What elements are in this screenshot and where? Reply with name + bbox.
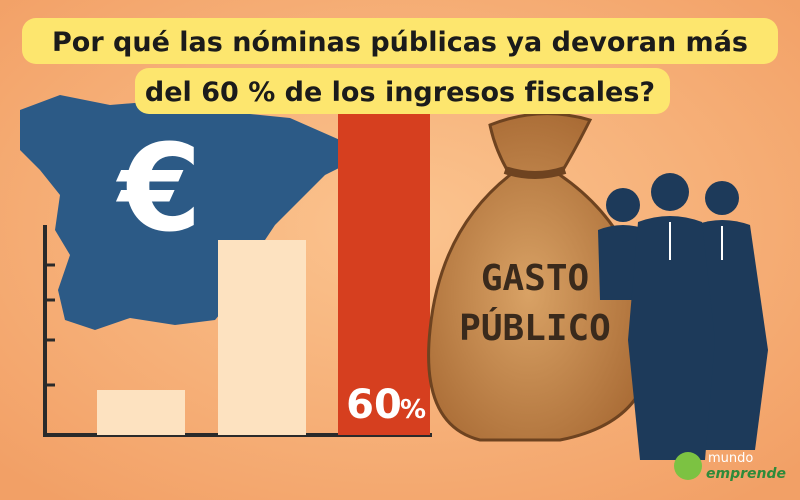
badge-number: 60 [346,382,402,428]
bag-text: PÚBLICO [459,307,611,349]
euro-symbol: € [115,120,202,259]
badge-unit: % [400,395,426,425]
logo-icon [674,452,702,480]
bar-highlight [338,95,430,435]
bag-rope [503,166,567,179]
shirts [669,222,723,260]
people [598,173,768,460]
money-bag [427,112,653,442]
logo-text: emprende [706,466,786,482]
bar [97,390,185,435]
bar [218,240,306,435]
title-highlight [22,18,778,64]
axis-ticks [45,263,55,387]
bag-text: GASTO [481,258,589,299]
spain-map [20,95,355,330]
title-line: del 60 % de los ingresos fiscales? [145,77,655,108]
title-line: Por qué las nóminas públicas ya devoran … [52,27,748,58]
logo-text: mundo [708,451,753,466]
title-highlight [135,68,670,114]
